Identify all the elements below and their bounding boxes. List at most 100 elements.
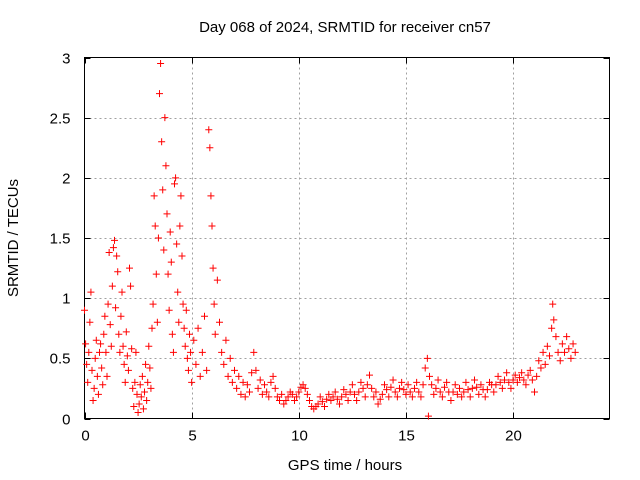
data-point <box>111 236 118 244</box>
data-point <box>246 388 253 396</box>
data-point <box>243 381 251 389</box>
data-point <box>103 372 111 380</box>
y-tick-label: 1.5 <box>50 231 71 248</box>
data-point <box>549 300 557 308</box>
data-point <box>406 388 414 396</box>
x-axis-label: GPS time / hours <box>288 457 402 474</box>
data-point <box>160 246 168 254</box>
data-point <box>537 364 545 372</box>
data-point <box>513 378 521 386</box>
data-point <box>385 393 393 401</box>
data-point <box>477 381 485 389</box>
data-point <box>554 348 562 356</box>
data-point <box>194 324 202 332</box>
data-point <box>250 348 258 356</box>
data-point <box>85 348 93 356</box>
data-point <box>108 282 116 290</box>
data-point <box>153 318 161 326</box>
y-axis-label: SRMTID / TECUs <box>5 179 22 297</box>
data-point <box>293 393 301 401</box>
data-point <box>174 288 182 296</box>
data-point <box>116 348 124 356</box>
data-point <box>131 378 139 386</box>
data-point <box>552 333 560 341</box>
data-point <box>398 378 406 386</box>
data-point <box>333 395 341 403</box>
data-point <box>453 390 461 398</box>
data-point <box>161 114 169 122</box>
data-point <box>207 192 215 200</box>
data-point <box>546 352 553 360</box>
data-point <box>299 381 307 389</box>
data-point <box>134 408 142 416</box>
data-point <box>133 390 141 398</box>
data-point <box>121 378 129 386</box>
data-point <box>132 348 140 356</box>
data-point <box>391 388 399 396</box>
data-point <box>533 372 541 380</box>
data-point <box>112 304 120 312</box>
data-point <box>83 360 91 368</box>
data-point <box>366 371 373 379</box>
data-point <box>387 383 395 391</box>
data-point <box>118 288 126 296</box>
data-point <box>321 402 328 410</box>
data-point <box>220 360 228 368</box>
x-tick-label: 20 <box>505 428 522 445</box>
data-point <box>166 228 174 236</box>
data-point <box>183 354 191 362</box>
data-point <box>100 330 108 338</box>
data-point <box>325 390 333 398</box>
data-point <box>548 324 556 332</box>
data-point <box>483 386 491 394</box>
y-tick-label: 1 <box>62 291 70 308</box>
data-point <box>344 396 352 404</box>
data-point <box>115 330 123 338</box>
data-point <box>241 393 249 401</box>
data-point <box>226 354 234 362</box>
data-point <box>301 384 309 392</box>
data-point <box>389 376 397 384</box>
x-tick-label: 10 <box>291 428 308 445</box>
data-point <box>413 378 421 386</box>
data-point <box>196 372 204 380</box>
data-point <box>464 386 472 394</box>
data-point <box>165 306 173 314</box>
data-point <box>256 376 264 384</box>
data-point <box>370 393 378 401</box>
data-point <box>462 378 470 386</box>
data-point <box>282 396 290 404</box>
data-point <box>129 384 137 392</box>
data-point <box>273 393 281 401</box>
data-point <box>81 306 88 314</box>
data-point <box>288 390 296 398</box>
data-point <box>263 388 271 396</box>
data-point <box>92 336 100 344</box>
data-point <box>473 383 481 391</box>
data-point <box>209 264 217 272</box>
data-point <box>162 162 170 170</box>
data-point <box>556 357 564 365</box>
data-point <box>148 324 156 332</box>
data-point <box>438 393 446 401</box>
data-point <box>496 378 504 386</box>
data-point <box>327 396 335 404</box>
data-point <box>569 340 577 348</box>
data-point <box>192 360 200 368</box>
data-point <box>142 360 150 368</box>
data-point <box>228 378 236 386</box>
data-point <box>396 384 403 392</box>
data-point <box>563 333 571 341</box>
data-point <box>137 393 145 401</box>
data-point <box>210 300 218 308</box>
data-point <box>224 372 232 380</box>
data-point <box>123 352 131 360</box>
data-point <box>201 312 208 320</box>
data-point <box>443 378 451 386</box>
data-point <box>114 268 122 276</box>
data-point <box>466 393 474 401</box>
data-point <box>509 376 517 384</box>
data-point <box>168 330 176 338</box>
data-point <box>235 372 243 380</box>
data-point <box>88 366 96 374</box>
